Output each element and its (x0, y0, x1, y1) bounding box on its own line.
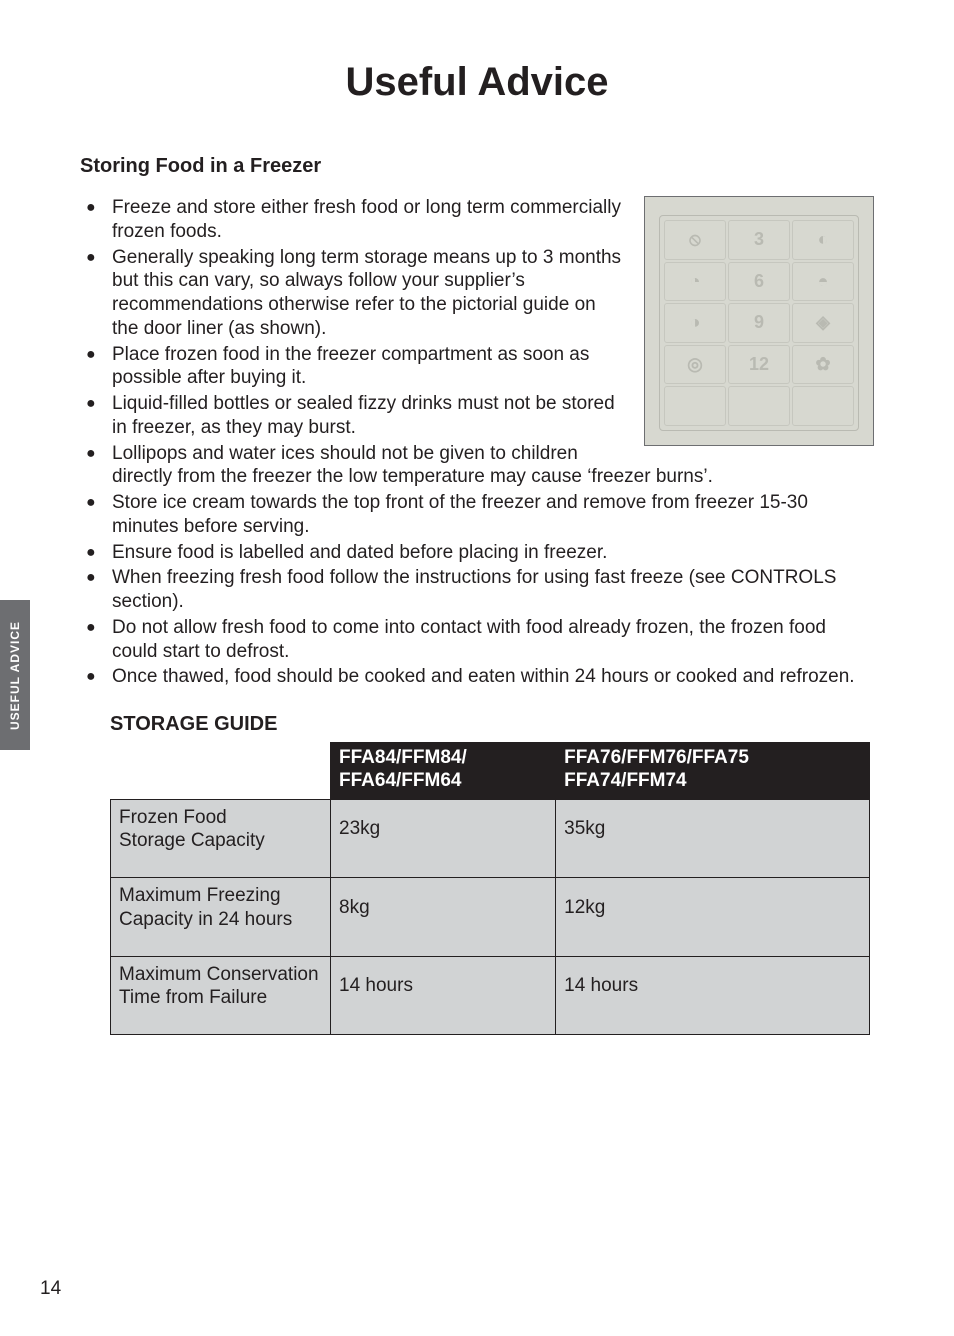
table-row: Maximum FreezingCapacity in 24 hours 8kg… (111, 878, 870, 957)
table-cell: 14 hours (331, 956, 556, 1035)
table-cell: Maximum FreezingCapacity in 24 hours (111, 878, 331, 957)
page-body: Useful Advice Storing Food in a Freezer … (0, 0, 954, 1075)
page-number: 14 (40, 1278, 61, 1300)
table-cell: 23kg (331, 799, 556, 878)
table-row: Maximum ConservationTime from Failure 14… (111, 956, 870, 1035)
table-cell: 14 hours (556, 956, 870, 1035)
bullet-item: Lollipops and water ices should not be g… (80, 442, 874, 490)
page-title: Useful Advice (80, 60, 874, 105)
storage-guide-table: FFA84/FFM84/FFA64/FFM64 FFA76/FFM76/FFA7… (110, 742, 870, 1035)
bullet-item: Place frozen food in the freezer compart… (80, 343, 874, 391)
bullet-item: Store ice cream towards the top front of… (80, 491, 874, 539)
bullet-item: Freeze and store either fresh food or lo… (80, 196, 874, 244)
table-cell: 35kg (556, 799, 870, 878)
bullet-list: Freeze and store either fresh food or lo… (80, 196, 874, 689)
table-cell: 8kg (331, 878, 556, 957)
bullet-item: Liquid-filled bottles or sealed fizzy dr… (80, 392, 874, 440)
table-cell: Maximum ConservationTime from Failure (111, 956, 331, 1035)
bullet-item: Generally speaking long term storage mea… (80, 246, 874, 341)
table-cell: Frozen FoodStorage Capacity (111, 799, 331, 878)
table-cell: 12kg (556, 878, 870, 957)
bullet-item: Once thawed, food should be cooked and e… (80, 665, 874, 689)
table-header: FFA76/FFM76/FFA75FFA74/FFM74 (556, 743, 870, 800)
table-header-empty (111, 743, 331, 800)
storage-guide-title: STORAGE GUIDE (110, 713, 874, 736)
table-row: Frozen FoodStorage Capacity 23kg 35kg (111, 799, 870, 878)
table-header: FFA84/FFM84/FFA64/FFM64 (331, 743, 556, 800)
bullet-item: Ensure food is labelled and dated before… (80, 541, 874, 565)
content-wrap: Storing Food in a Freezer ⦸ 3 ◐ ◔ 6 ◓ ◑ … (80, 155, 874, 1035)
bullet-item: Do not allow fresh food to come into con… (80, 616, 874, 664)
bullet-item: When freezing fresh food follow the inst… (80, 566, 874, 614)
section-heading: Storing Food in a Freezer (80, 155, 874, 178)
